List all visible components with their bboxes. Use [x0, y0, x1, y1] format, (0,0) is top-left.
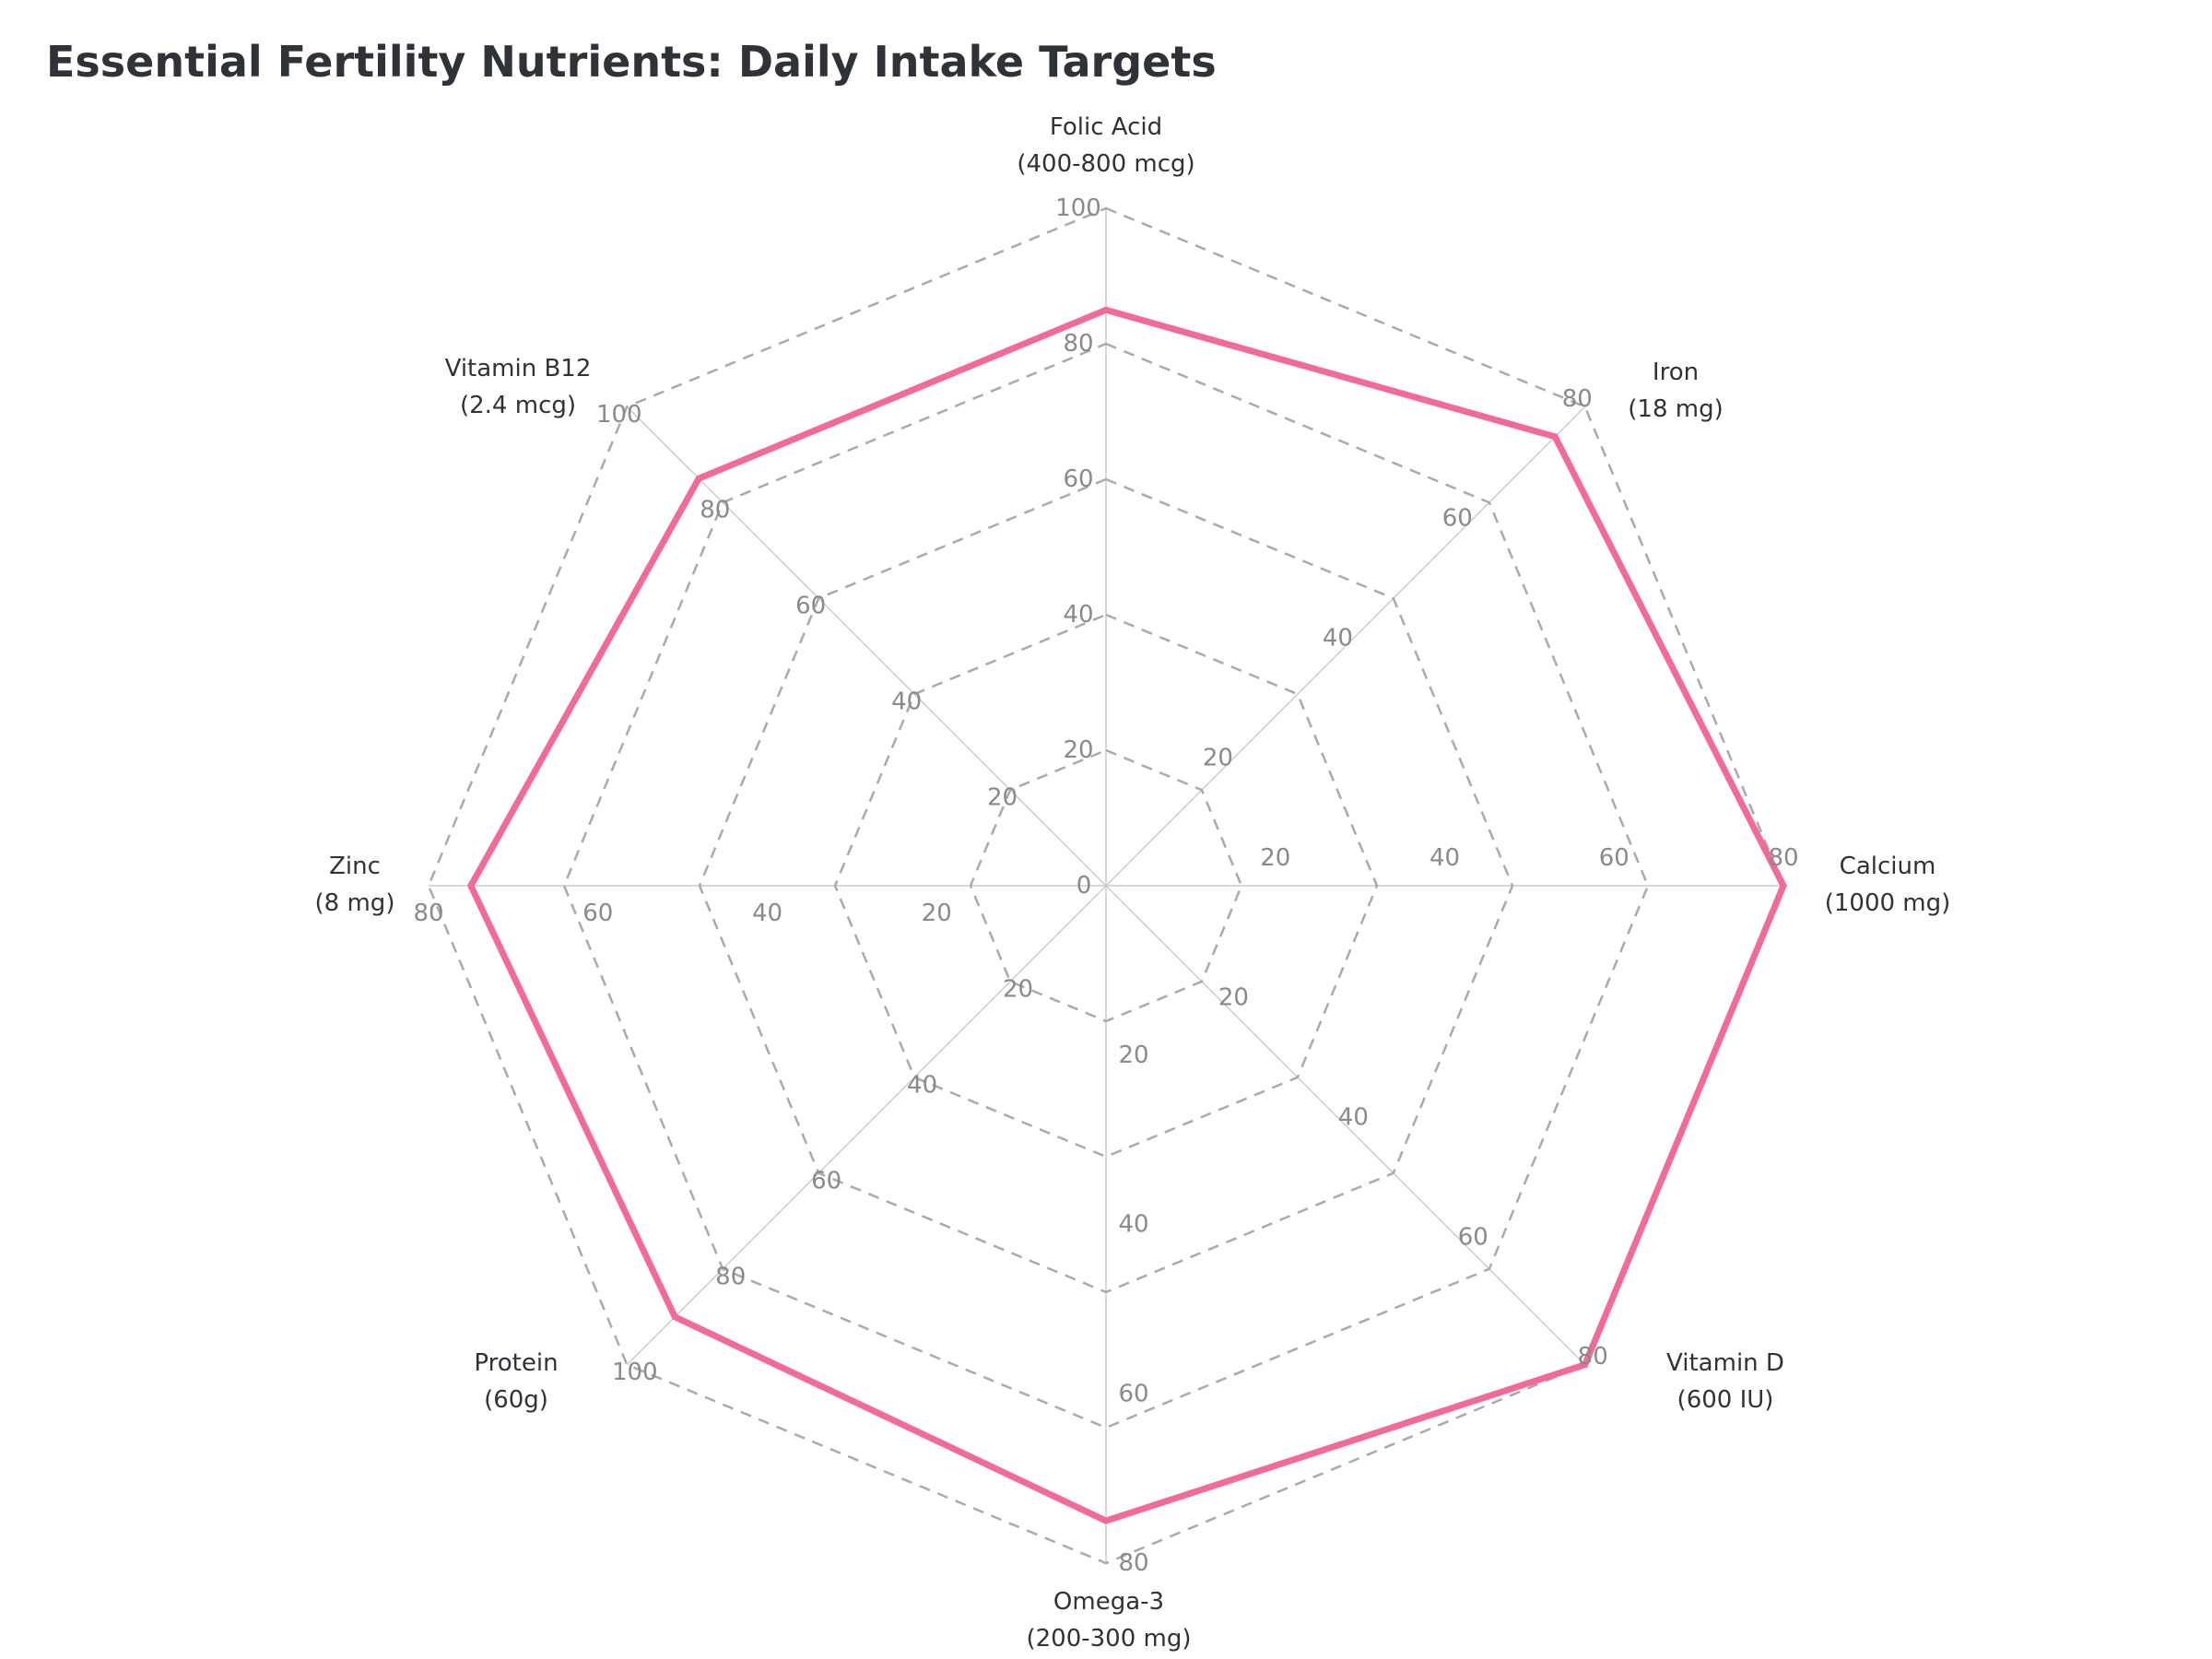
axis-line — [1105, 406, 1586, 887]
data-series-line — [466, 306, 1787, 1524]
tick-label: 100 — [596, 401, 642, 429]
axis-line — [626, 885, 1107, 1366]
tick-label: 20 — [922, 900, 952, 927]
tick-label: 40 — [752, 900, 782, 927]
tick-label: 80 — [715, 1263, 746, 1290]
axis-line — [626, 406, 1107, 887]
tick-label: 100 — [1055, 194, 1101, 222]
tick-label: 40 — [1430, 844, 1460, 872]
tick-label: 100 — [612, 1359, 658, 1386]
axis-label-name: Protein — [474, 1349, 558, 1377]
tick-label: 60 — [795, 593, 826, 620]
axis-label-name: Zinc — [329, 853, 381, 880]
tick-label: 40 — [1338, 1103, 1369, 1131]
axis-label-unit: (400-800 mcg) — [1017, 150, 1194, 178]
tick-label: 60 — [811, 1167, 841, 1194]
tick-label: 60 — [1063, 465, 1093, 493]
tick-label: 80 — [1768, 844, 1798, 872]
axis-label-name: Iron — [1653, 359, 1699, 386]
tick-label: 80 — [1118, 1549, 1148, 1577]
tick-label: 60 — [1458, 1223, 1488, 1251]
tick-label: 20 — [1118, 1041, 1148, 1069]
axis-label-unit: (8 mg) — [315, 889, 395, 917]
tick-label: 40 — [1063, 601, 1093, 629]
axis-label-unit: (2.4 mcg) — [460, 392, 576, 419]
tick-label: 80 — [1063, 330, 1093, 358]
axis-label-unit: (1000 mg) — [1825, 889, 1951, 917]
chart-title: Essential Fertility Nutrients: Daily Int… — [46, 37, 1217, 87]
tick-label: 20 — [1003, 975, 1033, 1003]
axis-label-unit: (18 mg) — [1628, 395, 1723, 423]
axis-label-unit: (60g) — [484, 1386, 548, 1414]
tick-label: 60 — [1118, 1380, 1148, 1407]
axis-line — [1105, 885, 1586, 1366]
tick-label: 20 — [1203, 745, 1233, 772]
grid-ring — [427, 206, 1785, 1565]
tick-label: 40 — [907, 1071, 937, 1099]
tick-label: 40 — [891, 688, 922, 716]
grid-ring — [698, 477, 1514, 1294]
axis-label-unit: (200-300 mg) — [1026, 1625, 1191, 1653]
tick-label: 20 — [1218, 983, 1249, 1011]
axis-label-name: Omega-3 — [1053, 1588, 1164, 1616]
tick-label: 20 — [1260, 844, 1290, 872]
grid-ring — [969, 748, 1243, 1023]
tick-label: 80 — [413, 900, 443, 927]
axis-label-name: Vitamin D — [1666, 1349, 1784, 1377]
tick-label: 60 — [1442, 505, 1473, 533]
tick-label: 80 — [1562, 385, 1593, 413]
center-tick-label: 0 — [1077, 872, 1092, 900]
tick-label: 80 — [700, 497, 730, 524]
grid-ring — [833, 613, 1379, 1159]
axis-label-name: Vitamin B12 — [445, 355, 592, 382]
tick-label: 20 — [1063, 736, 1093, 764]
tick-label: 20 — [987, 784, 1018, 812]
axis-label-unit: (600 IU) — [1677, 1386, 1774, 1414]
tick-label: 40 — [1118, 1211, 1148, 1239]
tick-label: 60 — [582, 900, 613, 927]
tick-label: 80 — [1578, 1343, 1608, 1371]
tick-label: 60 — [1599, 844, 1630, 872]
tick-label: 40 — [1323, 625, 1353, 653]
axis-label-name: Calcium — [1840, 853, 1936, 880]
axis-label-name: Folic Acid — [1050, 113, 1162, 141]
